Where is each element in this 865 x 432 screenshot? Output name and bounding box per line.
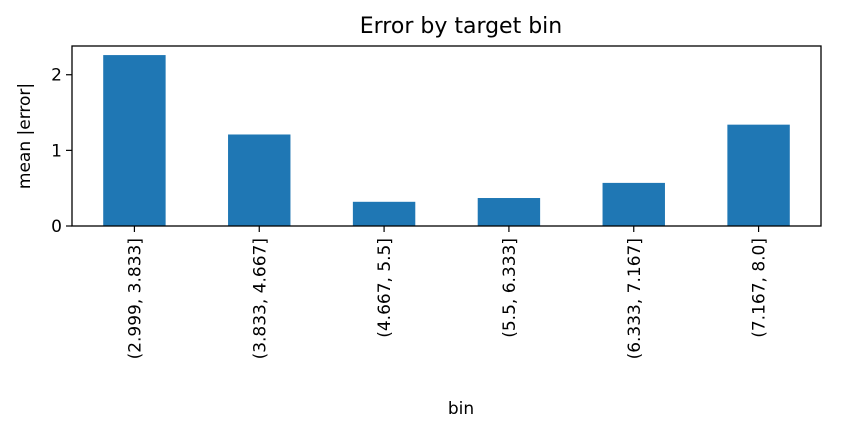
chart-title: Error by target bin [360, 14, 563, 39]
bar [602, 182, 665, 226]
x-tick-label: (7.167, 8.0] [750, 238, 770, 338]
plot-frame [71, 45, 822, 227]
x-tick-label: (3.833, 4.667] [250, 238, 270, 359]
y-axis: 0 1 2 [51, 66, 72, 237]
bar [352, 201, 416, 226]
x-axis: (2.999, 3.833] (3.833, 4.667] (4.667, 5.5]… [125, 226, 770, 359]
x-tick-label: (5.5, 6.333] [500, 238, 520, 338]
x-tick-label: (4.667, 5.5] [375, 238, 395, 338]
y-tick-label: 0 [51, 217, 62, 237]
y-tick-label: 1 [51, 141, 62, 161]
bar [727, 124, 790, 226]
y-axis-label: mean |error| [15, 83, 35, 189]
x-axis-label: bin [448, 399, 474, 419]
y-tick-label: 2 [51, 66, 62, 86]
bar [477, 198, 541, 226]
x-tick-label: (2.999, 3.833] [125, 238, 145, 359]
x-tick-label: (6.333, 7.167] [625, 238, 645, 359]
bar [103, 55, 166, 227]
bars-group [103, 55, 790, 227]
bar [228, 134, 291, 226]
